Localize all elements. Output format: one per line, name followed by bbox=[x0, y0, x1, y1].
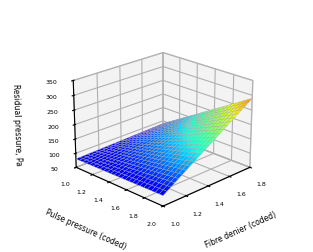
Y-axis label: Pulse pressure (coded): Pulse pressure (coded) bbox=[44, 208, 127, 252]
X-axis label: Fibre denier (coded): Fibre denier (coded) bbox=[203, 210, 277, 249]
